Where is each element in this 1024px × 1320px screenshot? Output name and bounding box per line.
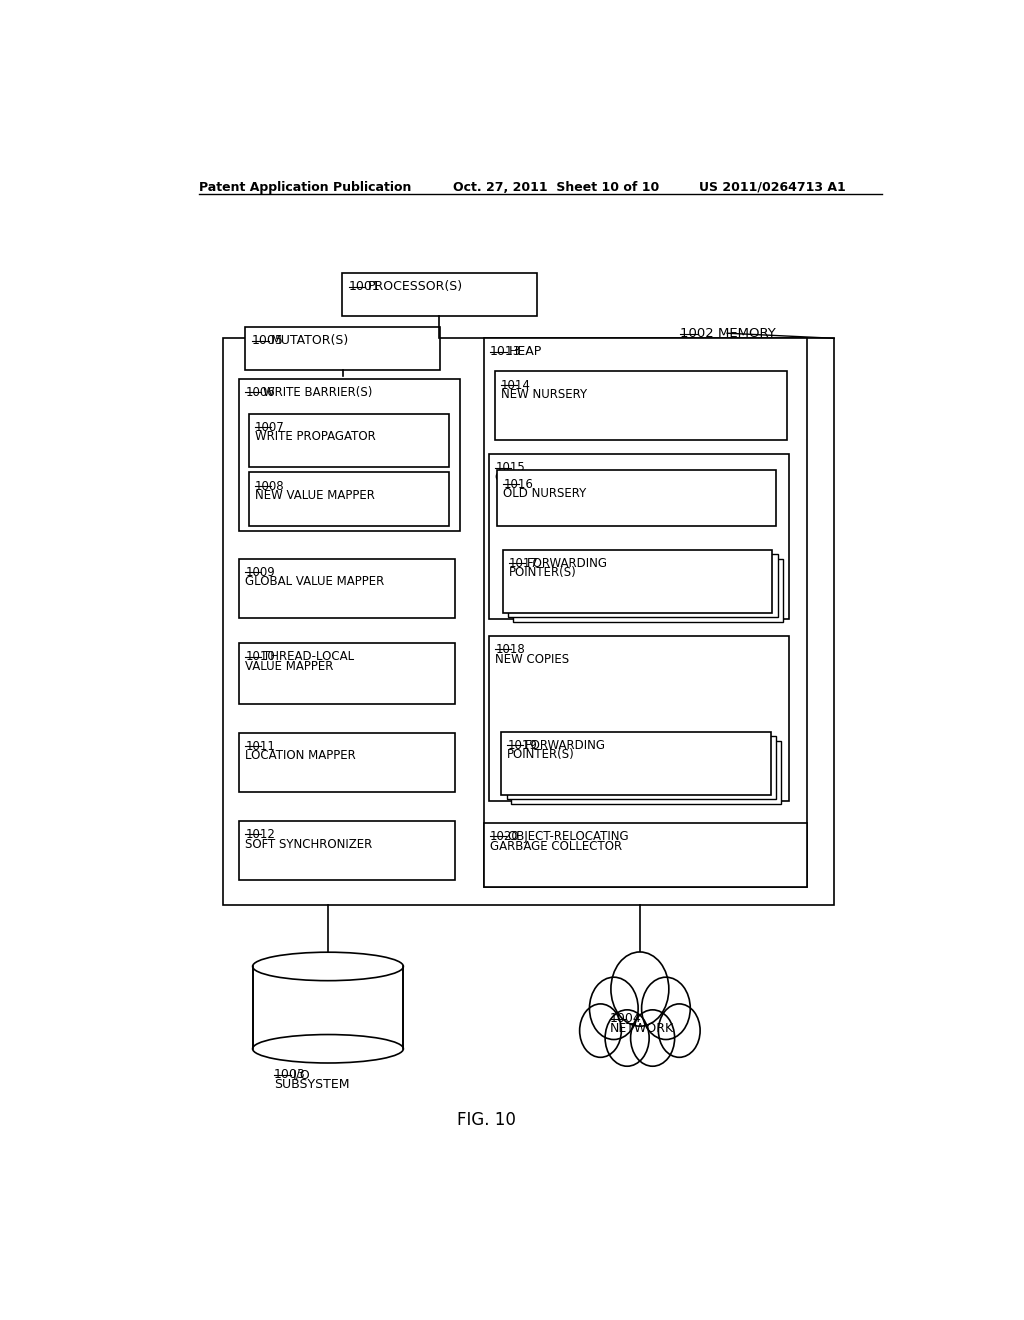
Text: OLD NURSERY: OLD NURSERY bbox=[504, 487, 587, 500]
Ellipse shape bbox=[253, 952, 403, 981]
Text: 1018: 1018 bbox=[496, 643, 525, 656]
Text: US 2011/0264713 A1: US 2011/0264713 A1 bbox=[699, 181, 846, 194]
FancyBboxPatch shape bbox=[495, 371, 786, 440]
Text: 1020: 1020 bbox=[489, 830, 519, 843]
Text: 1002 MEMORY: 1002 MEMORY bbox=[680, 327, 775, 341]
Text: 1017: 1017 bbox=[509, 557, 539, 570]
FancyBboxPatch shape bbox=[501, 731, 771, 795]
FancyBboxPatch shape bbox=[507, 735, 776, 799]
Text: 1006: 1006 bbox=[246, 385, 275, 399]
Text: OLD COPIES: OLD COPIES bbox=[496, 471, 566, 483]
FancyBboxPatch shape bbox=[508, 554, 778, 616]
Text: 1013: 1013 bbox=[489, 346, 521, 359]
Text: FORWARDING: FORWARDING bbox=[525, 739, 606, 752]
Text: 1012: 1012 bbox=[246, 828, 275, 841]
Circle shape bbox=[590, 977, 638, 1040]
Text: FIG. 10: FIG. 10 bbox=[458, 1110, 516, 1129]
Circle shape bbox=[580, 1005, 622, 1057]
Text: I/O: I/O bbox=[293, 1068, 310, 1081]
Circle shape bbox=[642, 977, 690, 1040]
Text: GARBAGE COLLECTOR: GARBAGE COLLECTOR bbox=[489, 840, 622, 853]
Text: NEW NURSERY: NEW NURSERY bbox=[501, 388, 587, 401]
FancyBboxPatch shape bbox=[489, 454, 790, 619]
Text: 1005: 1005 bbox=[252, 334, 284, 347]
Text: SUBSYSTEM: SUBSYSTEM bbox=[274, 1078, 349, 1092]
FancyBboxPatch shape bbox=[240, 379, 460, 532]
Text: THREAD-LOCAL: THREAD-LOCAL bbox=[263, 651, 354, 664]
FancyBboxPatch shape bbox=[240, 643, 455, 704]
Text: 1007: 1007 bbox=[255, 421, 285, 434]
Text: 1011: 1011 bbox=[246, 739, 275, 752]
FancyBboxPatch shape bbox=[497, 470, 776, 527]
FancyBboxPatch shape bbox=[342, 273, 537, 315]
Circle shape bbox=[658, 1005, 700, 1057]
FancyBboxPatch shape bbox=[253, 966, 403, 1049]
Text: GLOBAL VALUE MAPPER: GLOBAL VALUE MAPPER bbox=[246, 576, 385, 589]
FancyBboxPatch shape bbox=[240, 821, 455, 880]
Text: VALUE MAPPER: VALUE MAPPER bbox=[246, 660, 334, 673]
FancyBboxPatch shape bbox=[483, 338, 807, 887]
Text: WRITE BARRIER(S): WRITE BARRIER(S) bbox=[263, 385, 373, 399]
Text: POINTER(S): POINTER(S) bbox=[507, 748, 575, 762]
Text: 1019: 1019 bbox=[507, 739, 538, 752]
Text: NEW COPIES: NEW COPIES bbox=[496, 652, 569, 665]
FancyBboxPatch shape bbox=[246, 327, 440, 370]
Text: HEAP: HEAP bbox=[509, 346, 542, 359]
FancyBboxPatch shape bbox=[240, 558, 455, 618]
Circle shape bbox=[631, 1010, 675, 1067]
Text: 1008: 1008 bbox=[255, 479, 285, 492]
Text: Oct. 27, 2011  Sheet 10 of 10: Oct. 27, 2011 Sheet 10 of 10 bbox=[454, 181, 659, 194]
Text: 1010: 1010 bbox=[246, 651, 275, 664]
FancyBboxPatch shape bbox=[223, 338, 835, 906]
FancyBboxPatch shape bbox=[254, 966, 401, 1049]
FancyBboxPatch shape bbox=[503, 549, 772, 612]
Text: LOCATION MAPPER: LOCATION MAPPER bbox=[246, 750, 356, 762]
Text: SOFT SYNCHRONIZER: SOFT SYNCHRONIZER bbox=[246, 838, 373, 850]
FancyBboxPatch shape bbox=[249, 473, 449, 527]
Text: 1009: 1009 bbox=[246, 566, 275, 579]
FancyBboxPatch shape bbox=[489, 636, 790, 801]
FancyBboxPatch shape bbox=[513, 558, 782, 622]
Text: NEW VALUE MAPPER: NEW VALUE MAPPER bbox=[255, 490, 375, 502]
Circle shape bbox=[611, 952, 669, 1026]
Text: 1014: 1014 bbox=[501, 379, 530, 392]
Text: 1001: 1001 bbox=[348, 280, 380, 293]
Text: 1004: 1004 bbox=[609, 1012, 641, 1026]
FancyBboxPatch shape bbox=[483, 824, 807, 887]
Text: WRITE PROPAGATOR: WRITE PROPAGATOR bbox=[255, 430, 376, 444]
FancyBboxPatch shape bbox=[249, 413, 449, 467]
Text: PROCESSOR(S): PROCESSOR(S) bbox=[368, 280, 463, 293]
Ellipse shape bbox=[253, 1035, 403, 1063]
Text: 1003: 1003 bbox=[274, 1068, 306, 1081]
FancyBboxPatch shape bbox=[511, 741, 781, 804]
Text: FORWARDING: FORWARDING bbox=[526, 557, 607, 570]
Text: NETWORK: NETWORK bbox=[609, 1022, 674, 1035]
Text: POINTER(S): POINTER(S) bbox=[509, 566, 577, 579]
Text: 1016: 1016 bbox=[504, 478, 534, 491]
Text: OBJECT-RELOCATING: OBJECT-RELOCATING bbox=[508, 830, 630, 843]
Text: Patent Application Publication: Patent Application Publication bbox=[200, 181, 412, 194]
Circle shape bbox=[605, 1010, 649, 1067]
Text: 1015: 1015 bbox=[496, 461, 525, 474]
Text: MUTATOR(S): MUTATOR(S) bbox=[270, 334, 349, 347]
FancyBboxPatch shape bbox=[240, 733, 455, 792]
